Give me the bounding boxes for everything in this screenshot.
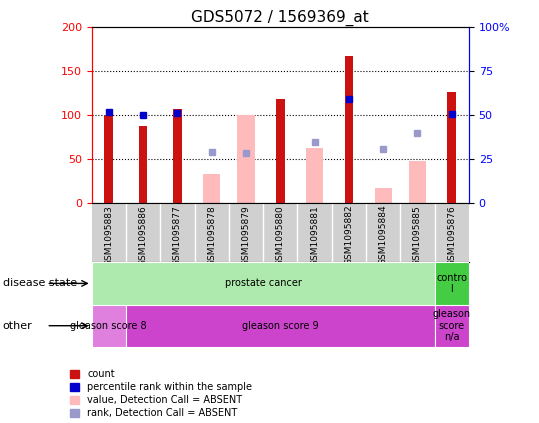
- Text: gleason score 9: gleason score 9: [242, 321, 319, 331]
- Bar: [409, 161, 426, 203]
- Legend: count, percentile rank within the sample, value, Detection Call = ABSENT, rank, : count, percentile rank within the sample…: [70, 369, 252, 418]
- Bar: [203, 174, 220, 203]
- Bar: [173, 109, 182, 203]
- Bar: [306, 148, 323, 203]
- Bar: [105, 115, 113, 203]
- Text: GSM1095879: GSM1095879: [241, 205, 251, 266]
- Text: GSM1095876: GSM1095876: [447, 205, 457, 266]
- Text: GSM1095883: GSM1095883: [104, 205, 113, 266]
- Bar: [434, 262, 469, 305]
- Bar: [375, 188, 392, 203]
- Text: GSM1095882: GSM1095882: [344, 205, 354, 266]
- Text: GSM1095881: GSM1095881: [310, 205, 319, 266]
- Text: disease state: disease state: [3, 278, 77, 288]
- Bar: [344, 55, 353, 203]
- Text: GSM1095878: GSM1095878: [207, 205, 216, 266]
- Text: GSM1095880: GSM1095880: [276, 205, 285, 266]
- Bar: [434, 305, 469, 347]
- Bar: [447, 91, 456, 203]
- Text: contro
l: contro l: [436, 272, 467, 294]
- Text: gleason score 8: gleason score 8: [71, 321, 147, 331]
- Bar: [139, 126, 147, 203]
- Text: gleason
score
n/a: gleason score n/a: [433, 309, 471, 342]
- Bar: [92, 305, 126, 347]
- Bar: [237, 115, 254, 203]
- Text: GSM1095886: GSM1095886: [139, 205, 148, 266]
- Text: prostate cancer: prostate cancer: [225, 278, 301, 288]
- Bar: [276, 99, 285, 203]
- Bar: [126, 305, 434, 347]
- Text: GSM1095877: GSM1095877: [173, 205, 182, 266]
- Text: GSM1095884: GSM1095884: [379, 205, 388, 266]
- Text: GSM1095885: GSM1095885: [413, 205, 422, 266]
- Title: GDS5072 / 1569369_at: GDS5072 / 1569369_at: [191, 10, 369, 26]
- Text: other: other: [3, 321, 32, 331]
